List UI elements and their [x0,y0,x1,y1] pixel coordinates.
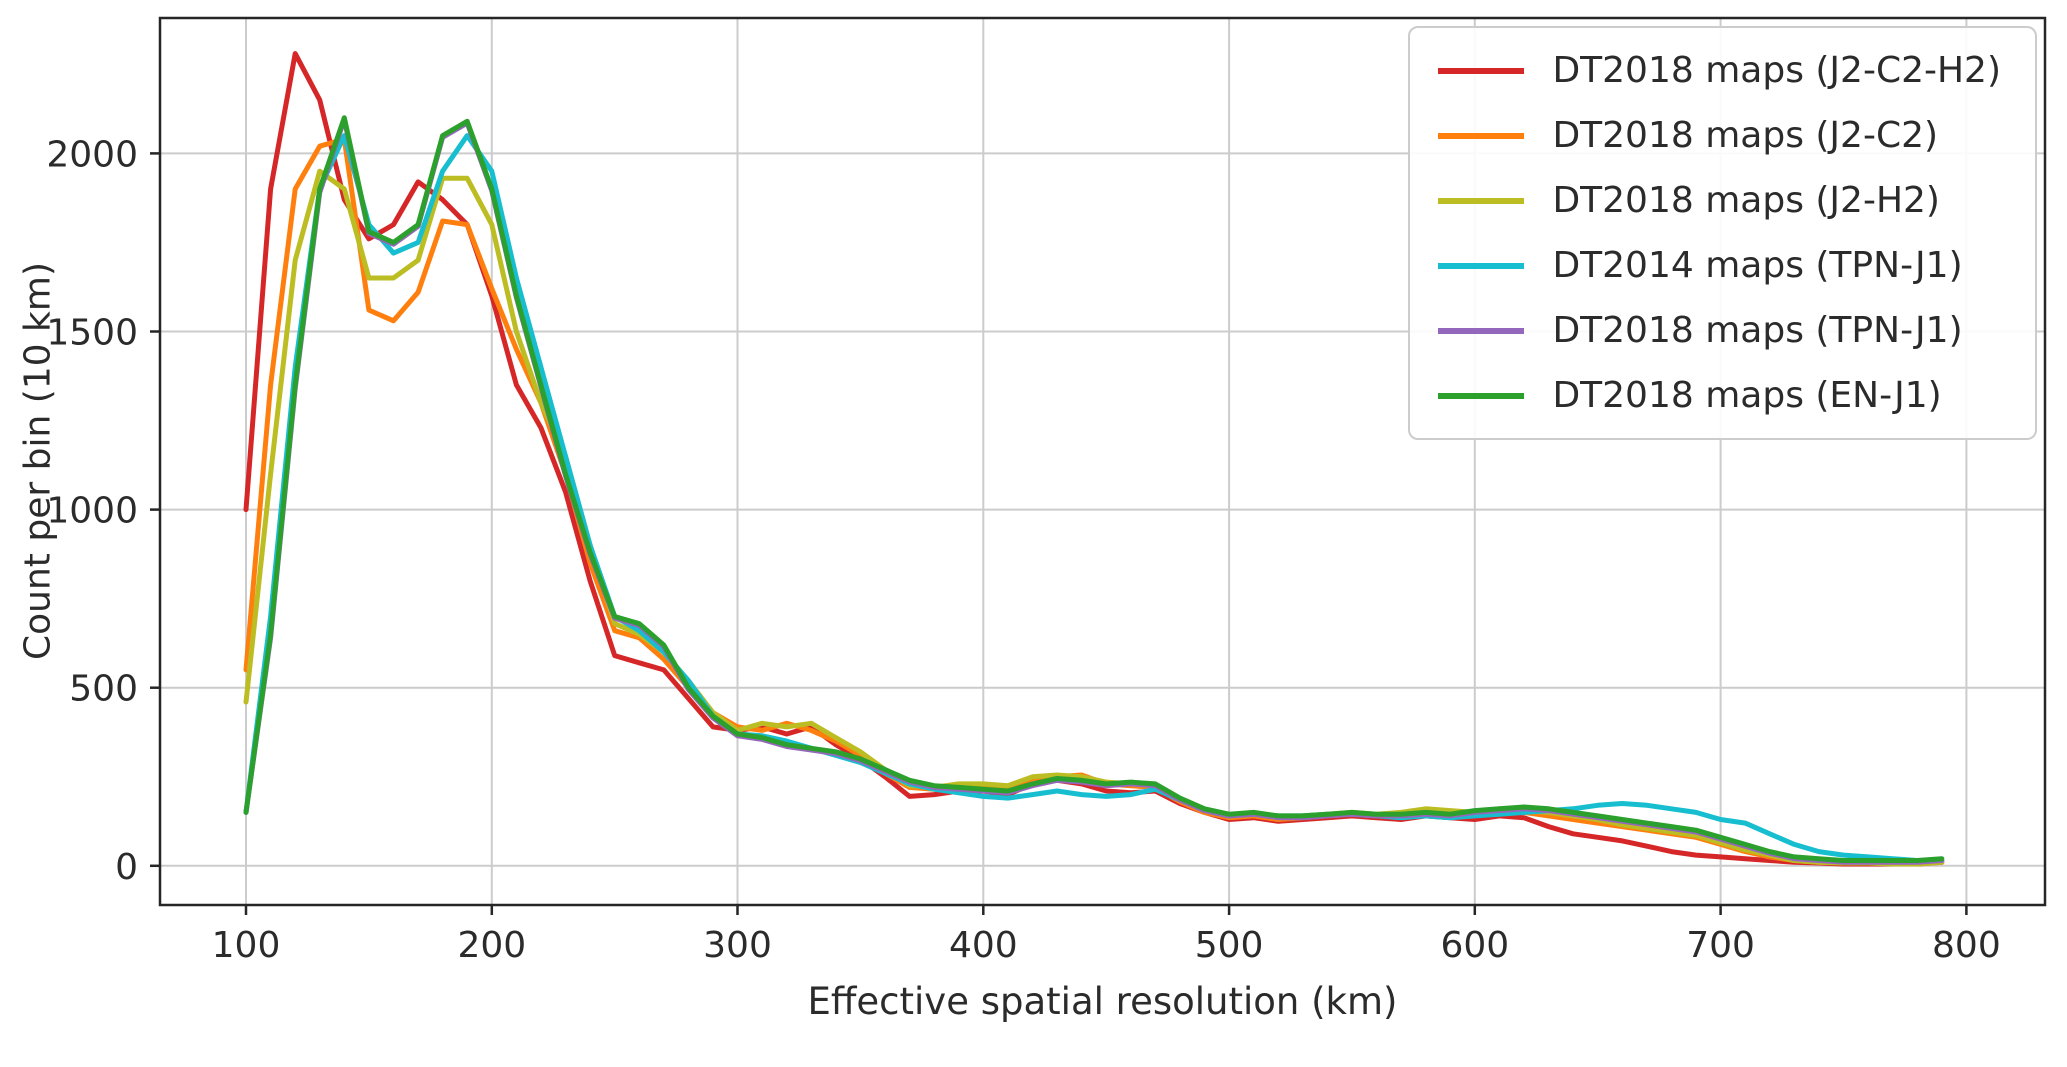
y-tick-label: 1500 [46,313,138,354]
y-tick-label: 2000 [46,134,138,175]
legend-item-2: DT2018 maps (J2-H2) [1438,180,2001,221]
legend-line-swatch [1438,327,1525,334]
y-tick-label: 1000 [46,491,138,532]
series-line-2 [243,168,1945,867]
series-line-5 [243,115,1945,863]
legend-item-4: DT2018 maps (TPN-J1) [1438,310,2001,351]
x-tick-label: 800 [1932,925,2001,966]
y-tick-label: 500 [69,669,138,710]
legend: DT2018 maps (J2-C2-H2) DT2018 maps (J2-C2… [1408,26,2037,440]
plot-border [158,16,2047,907]
legend-label: DT2014 maps (TPN-J1) [1552,245,1963,286]
series-line-0 [243,51,1945,867]
y-axis-label: Count per bin (10 km) [17,262,59,660]
legend-item-3: DT2014 maps (TPN-J1) [1438,245,2001,286]
x-axis-label: Effective spatial resolution (km) [807,980,1398,1023]
legend-item-0: DT2018 maps (J2-C2-H2) [1438,50,2001,91]
x-tick-label: 500 [1195,925,1264,966]
legend-item-5: DT2018 maps (EN-J1) [1438,375,2001,416]
x-tick-label: 300 [703,925,772,966]
legend-line-swatch [1438,262,1525,269]
x-tick-label: 200 [457,925,526,966]
legend-label: DT2018 maps (J2-C2) [1552,115,1939,156]
legend-line-swatch [1438,392,1525,399]
x-tick-label: 600 [1440,925,1509,966]
x-tick-label: 700 [1686,925,1755,966]
legend-item-1: DT2018 maps (J2-C2) [1438,115,2001,156]
x-tick-label: 100 [212,925,281,966]
y-tick-label: 0 [115,847,138,888]
legend-label: DT2018 maps (EN-J1) [1552,375,1942,416]
series-line-3 [243,133,1945,863]
x-tick-label: 400 [949,925,1018,966]
legend-line-swatch [1438,132,1525,139]
legend-label: DT2018 maps (J2-H2) [1552,180,1940,221]
legend-line-swatch [1438,67,1525,74]
legend-line-swatch [1438,197,1525,204]
legend-label: DT2018 maps (TPN-J1) [1552,310,1963,351]
legend-label: DT2018 maps (J2-C2-H2) [1552,50,2001,91]
